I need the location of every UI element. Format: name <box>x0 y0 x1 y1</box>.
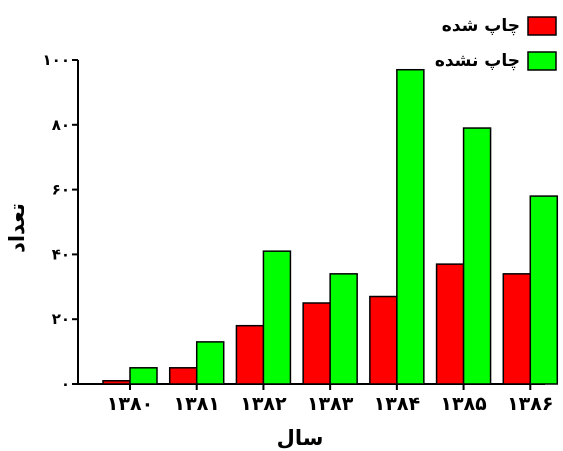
bar-unprinted-5 <box>462 127 492 385</box>
x-tick-label: ۱۳۸۰ <box>107 393 153 415</box>
x-tick-label: ۱۳۸۴ <box>374 393 420 415</box>
bars <box>102 68 559 385</box>
y-tick-label: ۸۰ <box>52 116 70 134</box>
bar-printed-0 <box>102 380 131 385</box>
x-tick-label: ۱۳۸۱ <box>174 393 220 415</box>
x-tick-label: ۱۳۸۳ <box>307 393 354 415</box>
legend: چاپ شده چاپ نشده <box>435 16 557 71</box>
y-tick-label: ۱۰۰ <box>43 51 70 69</box>
legend-label-unprinted: چاپ نشده <box>435 51 520 71</box>
bar-unprinted-1 <box>195 341 225 385</box>
x-tick-label: ۱۳۸۲ <box>240 393 287 415</box>
bar-printed-3 <box>302 302 331 385</box>
legend-swatch-unprinted <box>527 51 557 71</box>
bar-printed-1 <box>168 367 198 385</box>
bar-printed-6 <box>502 273 532 385</box>
bar-unprinted-2 <box>262 250 292 385</box>
bar-unprinted-3 <box>329 273 358 385</box>
bar-unprinted-0 <box>129 367 158 385</box>
bar-printed-2 <box>235 324 265 385</box>
x-tick-label: ۱۳۸۵ <box>440 393 487 415</box>
y-tick-label: ۰ <box>61 375 70 393</box>
y-axis-title: تعداد <box>5 203 29 253</box>
bar-unprinted-4 <box>396 68 425 385</box>
bar-printed-4 <box>369 295 398 385</box>
bar-unprinted-6 <box>529 195 559 385</box>
y-tick-label: ۴۰ <box>52 245 70 263</box>
y-tick-label: ۶۰ <box>52 181 70 199</box>
axes: ۰ ۲۰ ۴۰ ۶۰ ۸۰ ۱۰۰ ۱۳۸۰ ۱۳۸۱ ۱۳۸۲ ۱۳۸۳ ۱۳۸۴ ۱۳۸۵ ۱۳۸۶ <box>43 51 554 415</box>
bar-printed-5 <box>435 263 465 385</box>
legend-label-printed: چاپ شده <box>442 16 520 36</box>
legend-swatch-printed <box>527 16 557 36</box>
x-tick-label: ۱۳۸۶ <box>507 393 553 415</box>
y-tick-label: ۲۰ <box>52 310 70 328</box>
x-axis-title: سال <box>277 426 324 450</box>
